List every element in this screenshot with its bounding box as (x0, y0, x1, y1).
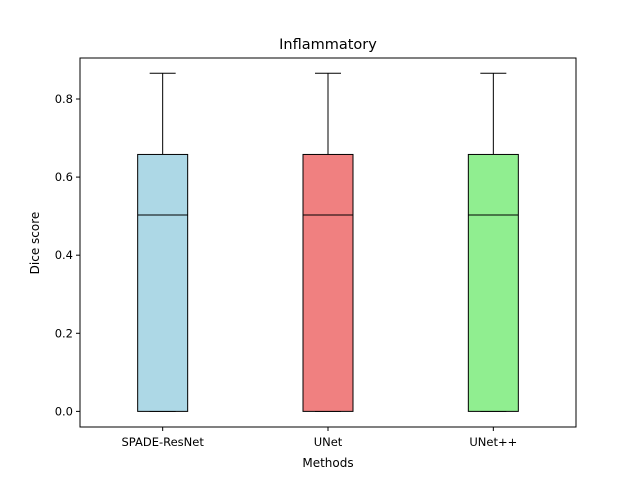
plot-area: 0.0 0.2 0.4 0.6 0.8 SPADE-ResNet UNet UNet++ (55, 72, 519, 449)
y-tick-label: 0.4 (55, 248, 73, 262)
chart-title: Inflammatory (279, 37, 377, 53)
y-tick-label: 0.8 (55, 92, 73, 106)
x-tick-label: SPADE-ResNet (121, 435, 204, 449)
x-tick-label: UNet (314, 435, 343, 449)
box-unet (302, 153, 354, 412)
box-spade-resnet (137, 153, 189, 412)
y-tick-label: 0.0 (55, 404, 73, 418)
y-axis-label: Dice score (28, 212, 42, 275)
x-axis-label: Methods (302, 456, 353, 470)
y-tick-label: 0.6 (55, 170, 73, 184)
axes-frame (79, 57, 577, 428)
box-unet- (467, 153, 519, 412)
y-tick-label: 0.2 (55, 326, 73, 340)
x-tick-label: UNet++ (469, 435, 517, 449)
